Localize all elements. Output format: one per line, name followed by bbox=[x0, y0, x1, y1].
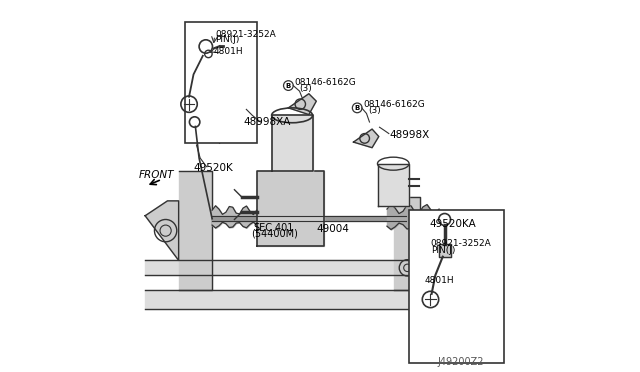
Text: 48998XA: 48998XA bbox=[244, 117, 291, 127]
Text: (54400M): (54400M) bbox=[251, 228, 298, 238]
Bar bbox=[186, 22, 257, 143]
Text: B: B bbox=[355, 105, 360, 111]
Text: 48998X: 48998X bbox=[390, 130, 430, 140]
Text: 08146-6162G: 08146-6162G bbox=[363, 100, 425, 109]
Text: 49004: 49004 bbox=[316, 224, 349, 234]
Text: B: B bbox=[285, 83, 291, 89]
Bar bbox=[410, 210, 504, 363]
Text: 4801H: 4801H bbox=[424, 276, 454, 285]
Text: 08146-6162G: 08146-6162G bbox=[294, 78, 356, 87]
Text: SEC.401: SEC.401 bbox=[253, 223, 293, 232]
Text: J49200Z2: J49200Z2 bbox=[437, 357, 484, 366]
Polygon shape bbox=[289, 94, 316, 115]
Text: (3): (3) bbox=[369, 106, 381, 115]
Text: (3): (3) bbox=[299, 84, 312, 93]
Text: FRONT: FRONT bbox=[139, 170, 174, 180]
Circle shape bbox=[404, 264, 411, 272]
Circle shape bbox=[160, 225, 172, 236]
Text: 08921-3252A: 08921-3252A bbox=[431, 239, 492, 248]
Text: 4801H: 4801H bbox=[214, 47, 244, 56]
Text: PIN(J): PIN(J) bbox=[431, 246, 455, 255]
Text: 49520K: 49520K bbox=[193, 163, 233, 173]
Text: 49520KA: 49520KA bbox=[429, 219, 477, 229]
Text: PIN(J): PIN(J) bbox=[215, 35, 239, 44]
Text: 08921-3252A: 08921-3252A bbox=[215, 31, 276, 39]
Polygon shape bbox=[145, 201, 179, 260]
Polygon shape bbox=[353, 129, 379, 148]
